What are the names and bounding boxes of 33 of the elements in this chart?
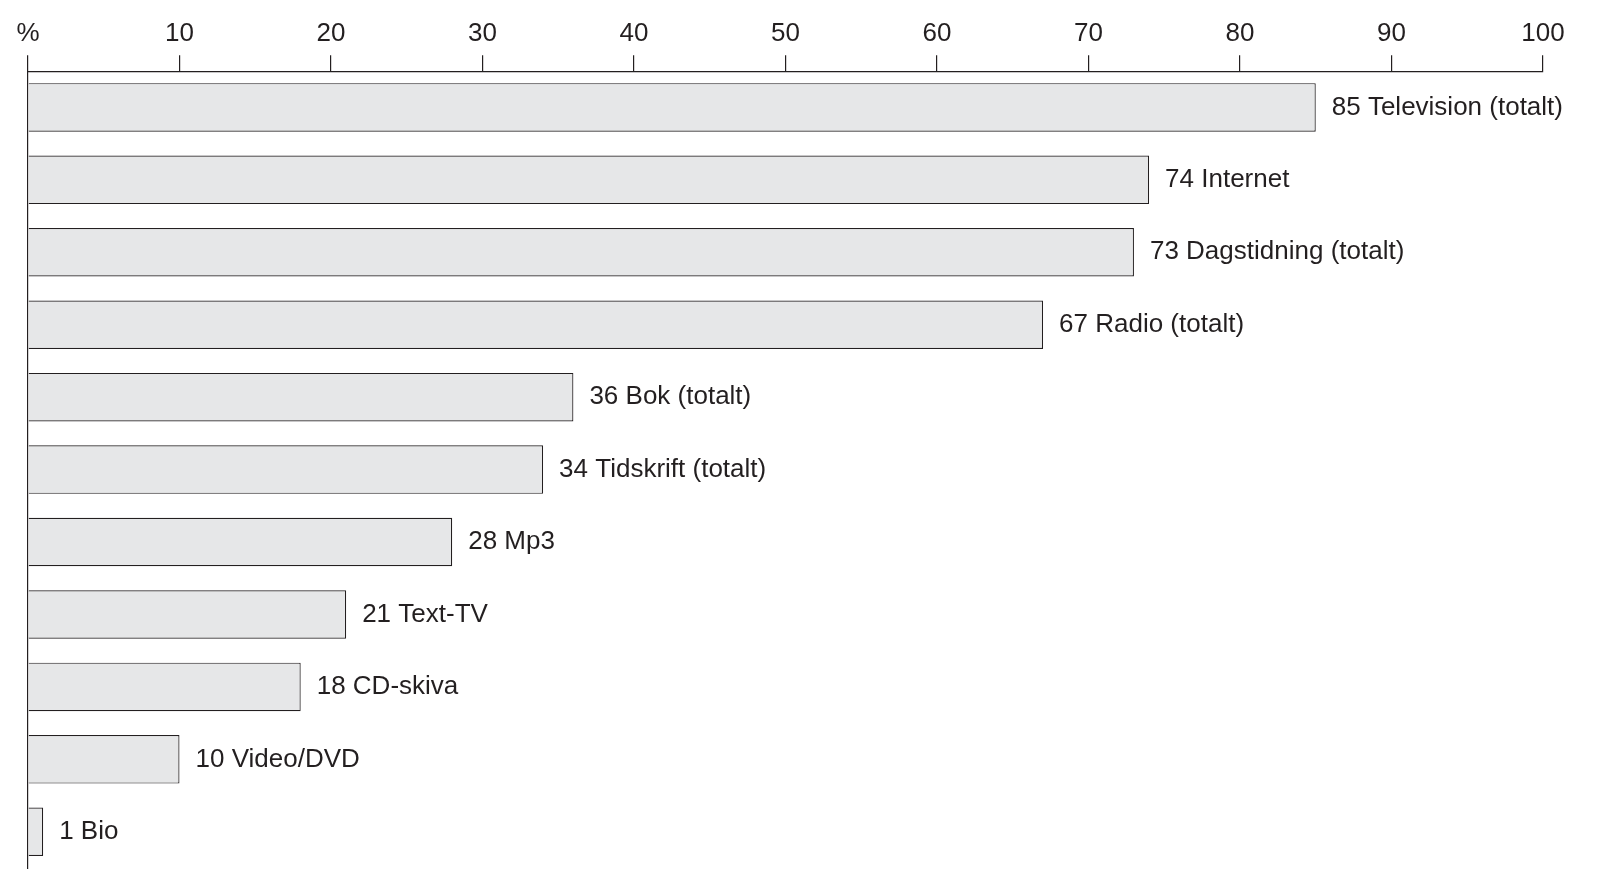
y-tick-label: Text-TV [398,597,489,628]
y-tick-label: Tidskrift (totalt) [595,452,767,483]
x-tick-label: 90 [1377,16,1406,47]
y-tick-label: Internet [1201,163,1291,194]
x-tick-label: 60 [922,16,952,47]
y-tick-label: Radio (totalt) [1095,307,1245,338]
data-label: 10 [195,742,225,773]
y-tick-label: Mp3 [504,525,555,556]
y-tick-label: Television (totalt) [1367,90,1563,121]
data-label: 34 [559,452,589,483]
y-tick-label: Dagstidning (totalt) [1186,235,1405,266]
y-tick-label: CD-skiva [352,670,459,701]
data-label: 18 [316,670,346,701]
x-tick-label: 30 [468,16,497,47]
x-tick-label: 40 [619,16,649,47]
data-label: 74 [1165,163,1195,194]
x-tick-label: 100 [1521,16,1565,47]
data-label: 21 [362,597,392,628]
x-tick-label: 20 [316,16,346,47]
data-label: 28 [468,525,498,556]
y-tick-label: Bok (totalt) [625,380,752,411]
data-label: 36 [589,380,619,411]
data-label: 73 [1149,235,1179,266]
y-tick-label: Video/DVD [231,742,360,773]
y-tick-label: Bio [80,814,119,845]
data-label: 1 [59,814,74,845]
data-label: 85 [1331,90,1361,121]
x-tick-label: % [16,16,40,47]
x-tick-label: 50 [771,16,800,47]
data-label: 67 [1059,307,1088,338]
x-tick-label: 10 [165,16,194,47]
x-tick-label: 70 [1074,16,1103,47]
x-tick-label: 80 [1225,16,1255,47]
